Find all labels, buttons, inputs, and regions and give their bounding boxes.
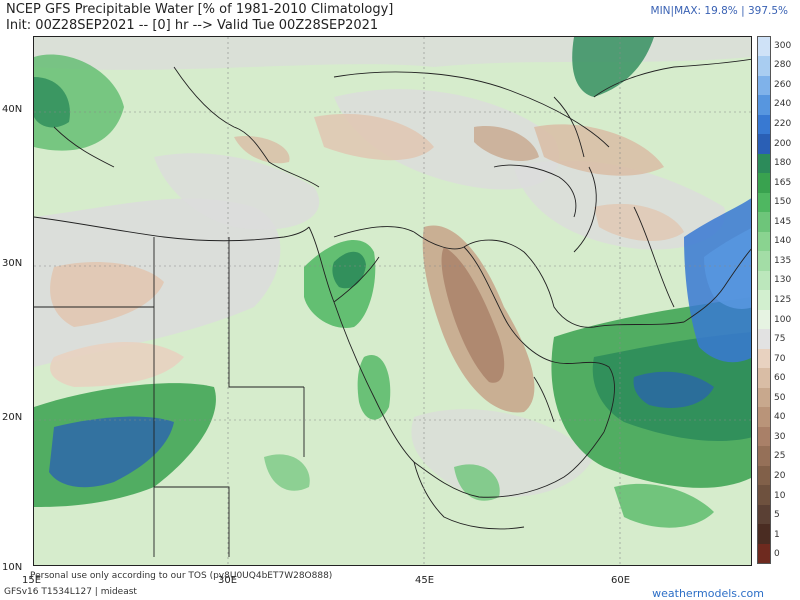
color-swatch: [758, 290, 770, 310]
color-scale-bar: [757, 36, 771, 564]
color-swatch: [758, 348, 770, 369]
color-swatch: [758, 37, 770, 57]
color-scale-label: 140: [774, 236, 792, 247]
color-scale-label: 70: [774, 353, 786, 364]
color-swatch: [758, 543, 770, 564]
lon-label-30e: 30E: [218, 575, 238, 586]
color-scale-label: 280: [774, 60, 792, 71]
color-swatch: [758, 426, 770, 447]
lon-label-15e: 15E: [22, 575, 42, 586]
color-swatch: [758, 95, 770, 115]
color-scale-label: 60: [774, 373, 786, 384]
color-scale-label: 50: [774, 392, 786, 403]
color-scale-label: 0: [774, 549, 780, 560]
color-scale-label: 200: [774, 138, 792, 149]
color-scale-label: 145: [774, 216, 792, 227]
lon-label-45e: 45E: [415, 575, 435, 586]
usage-notice: Personal use only according to our TOS (…: [30, 571, 333, 581]
color-swatch: [758, 56, 770, 76]
color-swatch: [758, 309, 770, 330]
model-code: GFSv16 T1534L127 | mideast: [4, 587, 137, 597]
color-swatch: [758, 231, 770, 252]
color-swatch: [758, 368, 770, 388]
color-scale-label: 75: [774, 334, 786, 345]
color-scale-label: 240: [774, 99, 792, 110]
color-scale-label: 220: [774, 119, 792, 129]
lat-label-30n: 30N: [2, 258, 23, 269]
brand-link[interactable]: weathermodels.com: [652, 587, 764, 600]
lat-label-10n: 10N: [2, 562, 23, 573]
color-scale-label: 20: [774, 471, 786, 481]
color-scale-label: 260: [774, 79, 792, 90]
color-scale-label: 180: [774, 158, 792, 169]
color-scale-label: 135: [774, 255, 792, 266]
color-swatch: [758, 134, 770, 154]
lat-label-20n: 20N: [2, 412, 23, 423]
color-swatch: [758, 75, 770, 96]
color-scale-label: 5: [774, 510, 780, 521]
color-swatch: [758, 407, 770, 427]
precipitable-water-map: [34, 37, 751, 565]
color-swatch: [758, 504, 770, 525]
color-scale-labels: 300 280 260 240 220 200 180 165 150 145 140 135 130 1…: [774, 36, 800, 564]
min-max-readout: MIN|MAX: 19.8% | 397.5%: [650, 5, 788, 17]
color-swatch: [758, 387, 770, 408]
color-scale-label: 130: [774, 275, 792, 286]
color-swatch: [758, 465, 770, 486]
chart-title: NCEP GFS Precipitable Water [% of 1981-2…: [6, 2, 394, 17]
color-swatch: [758, 251, 770, 271]
color-scale-label: 165: [774, 177, 792, 188]
color-scale-label: 25: [774, 451, 786, 462]
color-swatch: [758, 212, 770, 232]
lat-label-40n: 40N: [2, 104, 23, 115]
chart-subtitle: Init: 00Z28SEP2021 -- [0] hr --> Valid T…: [6, 18, 379, 33]
color-swatch: [758, 153, 770, 174]
color-scale-label: 10: [774, 490, 786, 501]
color-scale-label: 100: [774, 314, 792, 325]
lon-label-60e: 60E: [611, 575, 631, 586]
color-scale-label: 300: [774, 40, 792, 51]
color-scale-label: 125: [774, 295, 792, 305]
color-swatch: [758, 173, 770, 193]
color-scale-label: 40: [774, 412, 786, 423]
color-swatch: [758, 524, 770, 544]
color-scale-label: 150: [774, 197, 792, 208]
color-swatch: [758, 329, 770, 349]
color-swatch: [758, 114, 770, 135]
color-swatch: [758, 270, 770, 291]
color-swatch: [758, 192, 770, 213]
color-swatch: [758, 446, 770, 466]
color-swatch: [758, 485, 770, 505]
color-scale-label: 1: [774, 529, 780, 540]
color-scale-label: 30: [774, 431, 786, 442]
map-panel[interactable]: [33, 36, 752, 566]
